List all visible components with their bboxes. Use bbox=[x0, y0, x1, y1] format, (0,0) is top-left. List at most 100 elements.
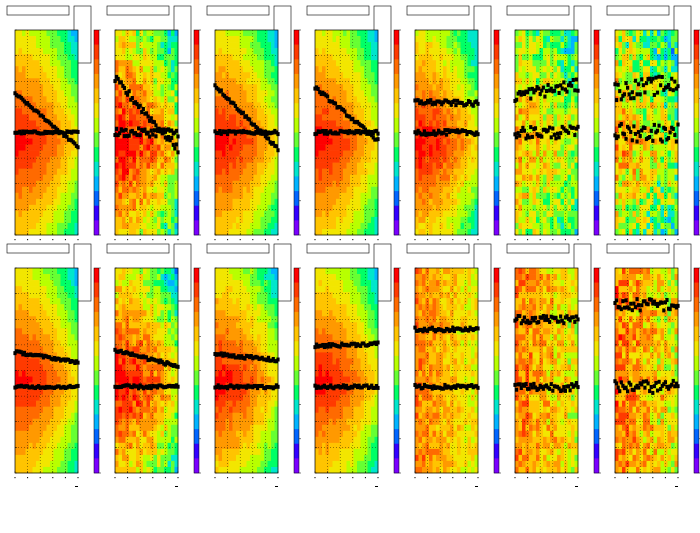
heatmap-cell bbox=[154, 72, 158, 78]
colorbar-step bbox=[194, 191, 199, 206]
heatmap-cell bbox=[650, 36, 654, 42]
heatmap-cell bbox=[422, 211, 426, 217]
heatmap-cell bbox=[447, 205, 451, 211]
heatmap-cell bbox=[533, 114, 537, 120]
data-marker bbox=[117, 77, 120, 81]
x-tick-label bbox=[440, 239, 441, 240]
heatmap-cell bbox=[143, 211, 147, 217]
heatmap-cell bbox=[547, 145, 551, 151]
heatmap-cell bbox=[336, 139, 340, 145]
heatmap-cell bbox=[222, 211, 226, 217]
heatmap-cell bbox=[71, 42, 75, 48]
heatmap-cell bbox=[68, 151, 72, 157]
heatmap-cell bbox=[343, 145, 347, 151]
heatmap-cell bbox=[629, 114, 633, 120]
heatmap-cell bbox=[247, 60, 251, 66]
heatmap-cell bbox=[161, 199, 165, 205]
heatmap-cell bbox=[647, 175, 651, 181]
heatmap-cell bbox=[454, 66, 458, 72]
heatmap-cell bbox=[19, 108, 23, 114]
heatmap-cell bbox=[150, 42, 154, 48]
heatmap-cell bbox=[215, 42, 219, 48]
heatmap-cell bbox=[336, 66, 340, 72]
heatmap-cell bbox=[154, 223, 158, 229]
heatmap-cell bbox=[571, 151, 575, 157]
heatmap-cell bbox=[319, 223, 323, 229]
heatmap-cell bbox=[71, 229, 75, 235]
heatmap-cell bbox=[661, 151, 665, 157]
heatmap-cell bbox=[415, 223, 419, 229]
heatmap-cell bbox=[68, 175, 72, 181]
heatmap-cell bbox=[554, 217, 558, 223]
heatmap-cell bbox=[247, 187, 251, 193]
heatmap-cell bbox=[33, 163, 37, 169]
heatmap-cell bbox=[50, 163, 54, 169]
heatmap-cell bbox=[422, 36, 426, 42]
heatmap-cell bbox=[468, 66, 472, 72]
heatmap-cell bbox=[147, 157, 151, 163]
heatmap-cell bbox=[364, 114, 368, 120]
x-tick-label bbox=[52, 239, 53, 240]
heatmap-cell bbox=[261, 84, 265, 90]
heatmap-cell bbox=[243, 169, 247, 175]
heatmap-cell bbox=[543, 217, 547, 223]
heatmap-cell bbox=[254, 163, 258, 169]
heatmap-cell bbox=[215, 72, 219, 78]
heatmap-cell bbox=[43, 139, 47, 145]
heatmap-cell bbox=[136, 211, 140, 217]
heatmap-cell bbox=[647, 66, 651, 72]
heatmap-cell bbox=[129, 120, 133, 126]
heatmap-cell bbox=[15, 102, 19, 108]
heatmap-cell bbox=[219, 157, 223, 163]
heatmap-cell bbox=[557, 48, 561, 54]
heatmap-cell bbox=[22, 114, 26, 120]
heatmap-cell bbox=[43, 229, 47, 235]
heatmap-cell bbox=[622, 30, 626, 36]
data-marker bbox=[343, 110, 346, 114]
heatmap-cell bbox=[168, 223, 172, 229]
heatmap-cell bbox=[43, 42, 47, 48]
heatmap-cell bbox=[557, 60, 561, 66]
heatmap-cell bbox=[57, 193, 61, 199]
heatmap-cell bbox=[129, 60, 133, 66]
heatmap-cell bbox=[368, 187, 372, 193]
heatmap-cell bbox=[150, 139, 154, 145]
heatmap-cell bbox=[161, 229, 165, 235]
heatmap-cell bbox=[71, 157, 75, 163]
data-marker bbox=[123, 134, 126, 138]
heatmap-cell bbox=[150, 175, 154, 181]
heatmap-cell bbox=[629, 120, 633, 126]
heatmap-cell bbox=[354, 163, 358, 169]
x-tick-label bbox=[278, 239, 279, 240]
heatmap-cell bbox=[15, 66, 19, 72]
heatmap-cell bbox=[471, 72, 475, 78]
heatmap-cell bbox=[164, 181, 168, 187]
heatmap-cell bbox=[561, 60, 565, 66]
heatmap-cell bbox=[419, 36, 423, 42]
heatmap-cell bbox=[650, 48, 654, 54]
heatmap-cell bbox=[457, 211, 461, 217]
heatmap-cell bbox=[54, 96, 58, 102]
heatmap-cell bbox=[115, 187, 119, 193]
heatmap-cell bbox=[436, 54, 440, 60]
heatmap-cell bbox=[315, 54, 319, 60]
colorbar-step bbox=[494, 59, 499, 74]
heatmap-cell bbox=[271, 102, 275, 108]
heatmap-cell bbox=[247, 72, 251, 78]
heatmap-cell bbox=[519, 151, 523, 157]
heatmap-cell bbox=[533, 187, 537, 193]
heatmap-cell bbox=[222, 157, 226, 163]
colorbar-step bbox=[94, 191, 99, 206]
heatmap-cell bbox=[122, 48, 126, 54]
colorbar-step bbox=[594, 162, 599, 177]
heatmap-cell bbox=[64, 102, 68, 108]
heatmap-cell bbox=[636, 114, 640, 120]
heatmap-cell bbox=[33, 223, 37, 229]
heatmap-cell bbox=[219, 199, 223, 205]
heatmap-cell bbox=[236, 139, 240, 145]
heatmap-cell bbox=[236, 96, 240, 102]
heatmap-cell bbox=[19, 163, 23, 169]
heatmap-cell bbox=[533, 223, 537, 229]
heatmap-cell bbox=[571, 157, 575, 163]
heatmap-cell bbox=[236, 54, 240, 60]
